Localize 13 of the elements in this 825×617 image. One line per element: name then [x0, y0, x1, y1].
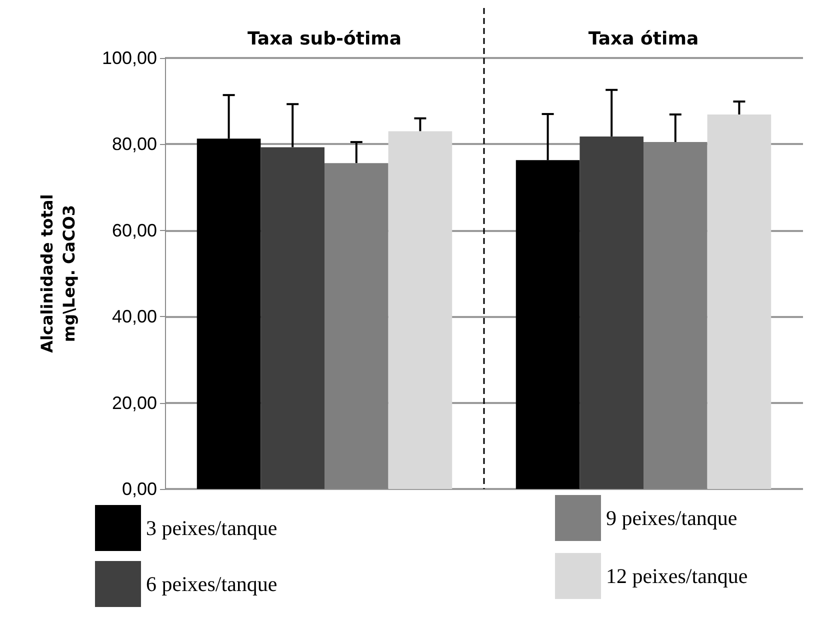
y-tick-label: 60,00: [112, 220, 157, 240]
legend-label: 6 peixes/tanque: [146, 572, 278, 596]
legend-label: 9 peixes/tanque: [606, 506, 738, 530]
y-axis-title: Alcalinidade total mg\Leq. CaCO3: [38, 194, 78, 353]
y-tick-label: 80,00: [112, 134, 157, 154]
x-tick-label: Taxa ótima: [588, 28, 699, 50]
y-tick-label: 20,00: [112, 392, 157, 413]
legend-label: 12 peixes/tanque: [606, 564, 748, 588]
y-tick-label: 100,00: [102, 48, 157, 68]
x-tick-label: Taxa sub-ótima: [247, 28, 402, 50]
y-tick-label: 40,00: [112, 306, 157, 327]
y-tick-label: 0,00: [122, 479, 157, 499]
legend-label: 3 peixes/tanque: [146, 516, 278, 540]
